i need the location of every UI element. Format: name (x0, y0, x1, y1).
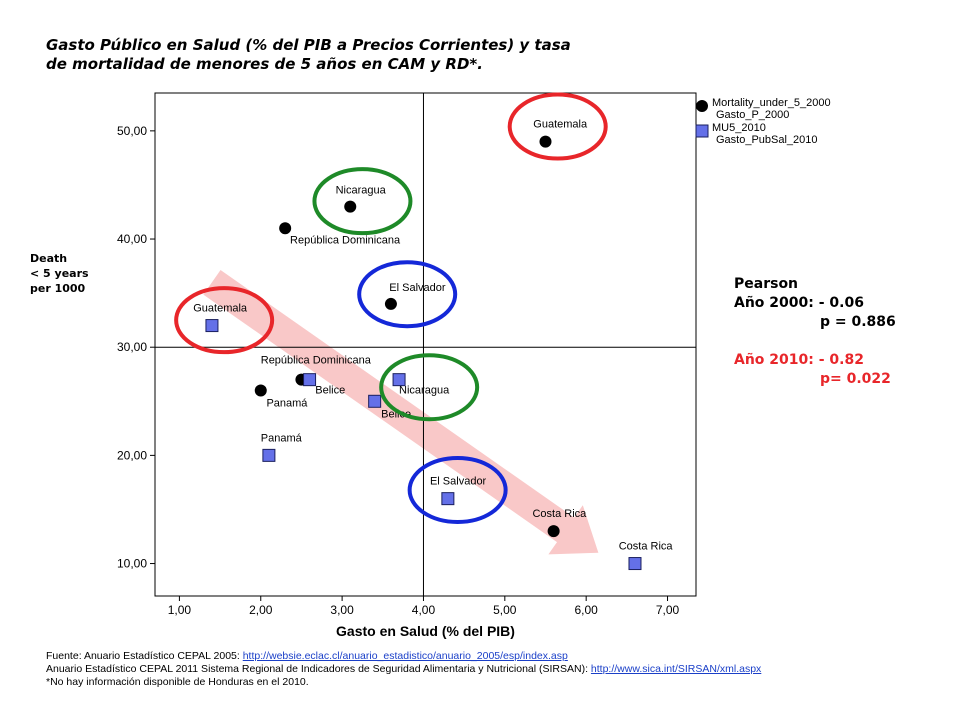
data-point-2000 (539, 135, 552, 148)
plot-frame (154, 92, 697, 597)
pearson-box: Pearson Año 2000: - 0.06 p = 0.886 Año 2… (734, 275, 944, 389)
y-axis-label-line-2: < 5 years (30, 267, 89, 280)
x-tick-label: 5,00 (493, 603, 517, 617)
data-point-2010 (392, 373, 406, 387)
point-label: Guatemala (533, 119, 588, 131)
x-axis-label: Gasto en Salud (% del PIB) (336, 623, 515, 639)
point-label: Panamá (266, 398, 308, 410)
y-tick-label: 30,00 (117, 340, 147, 354)
point-label: El Salvador (389, 282, 446, 294)
annotation-circle-blue (357, 260, 458, 329)
source-link-sirsan[interactable]: http://www.sica.int/SIRSAN/xml.aspx (590, 663, 762, 675)
point-label: Costa Rica (532, 508, 587, 520)
source-notes: Fuente: Anuario Estadístico CEPAL 2005: … (46, 650, 946, 689)
data-point-2010 (628, 557, 642, 571)
pearson-spacer (734, 332, 944, 351)
point-label: Panamá (261, 432, 303, 444)
pearson-heading: Pearson (734, 276, 799, 292)
x-tick-label: 2,00 (249, 603, 273, 617)
pearson-2000: Año 2000: - 0.06 (734, 295, 864, 311)
point-label: República Dominicana (261, 354, 372, 366)
x-tick-label: 1,00 (168, 603, 192, 617)
data-point-2010 (368, 394, 382, 408)
data-point-2000 (254, 384, 267, 397)
pearson-p-2000: p = 0.886 (820, 314, 896, 330)
data-point-2000 (344, 200, 357, 213)
legend-marker-circle (696, 100, 708, 112)
legend-entry: MU5_2010 (712, 122, 766, 134)
legend-marker-square (695, 124, 709, 138)
legend-entry: Mortality_under_5_2000 (712, 97, 831, 109)
data-point-2010 (441, 492, 455, 506)
point-label: Belice (315, 385, 345, 397)
source-label: Fuente (46, 650, 79, 662)
point-label: Guatemala (193, 303, 248, 315)
annotation-circle-blue (407, 455, 508, 524)
source-text-2: Anuario Estadístico CEPAL 2011 Sistema R… (46, 663, 591, 675)
source-line-3: *No hay información disponible de Hondur… (46, 676, 309, 688)
chart-title-line-1: Gasto Público en Salud (% del PIB a Prec… (46, 36, 571, 54)
annotation-circle-red (174, 286, 275, 355)
legend-entry-sub: Gasto_PubSal_2010 (716, 134, 818, 146)
x-tick-label: 6,00 (574, 603, 598, 617)
data-point-2000 (547, 525, 560, 538)
data-point-2000 (384, 297, 397, 310)
annotation-circle-green (312, 167, 413, 236)
point-label: Nicaragua (399, 385, 450, 397)
annotation-circle-green (379, 353, 480, 422)
point-label: Nicaragua (336, 185, 387, 197)
x-tick-label: 4,00 (412, 603, 436, 617)
pearson-2010: Año 2010: - 0.82 (734, 352, 864, 368)
y-tick-label: 10,00 (117, 557, 147, 571)
x-tick-label: 7,00 (656, 603, 680, 617)
y-axis-label-line-1: Death (30, 252, 68, 265)
chart-title: Gasto Público en Salud (% del PIB a Prec… (46, 36, 686, 74)
data-point-2010 (303, 373, 317, 387)
source-line-2: Anuario Estadístico CEPAL 2011 Sistema R… (46, 663, 946, 676)
x-tick-label: 3,00 (330, 603, 354, 617)
y-axis-label: Death < 5 years per 1000 (30, 251, 89, 296)
y-tick-label: 40,00 (117, 232, 147, 246)
point-label: República Dominicana (290, 234, 401, 246)
point-label: Costa Rica (619, 540, 674, 552)
data-point-2010 (262, 448, 276, 462)
source-link-cepal-2005[interactable]: http://websie.eclac.cl/anuario_estadisti… (242, 650, 568, 662)
chart-title-line-2: de mortalidad de menores de 5 años en CA… (46, 55, 483, 73)
data-point-2010 (205, 319, 219, 333)
pearson-p-2010: p= 0.022 (820, 371, 891, 387)
point-label: Belice (381, 409, 411, 421)
y-axis-label-line-3: per 1000 (30, 282, 86, 295)
y-tick-label: 50,00 (117, 124, 147, 138)
annotation-circle-red (507, 92, 608, 161)
legend-entry-sub: Gasto_P_2000 (716, 109, 789, 121)
data-point-2000 (279, 222, 292, 235)
source-line-1: Fuente: Anuario Estadístico CEPAL 2005: … (46, 650, 946, 663)
source-text-1: : Anuario Estadístico CEPAL 2005: (78, 650, 243, 662)
point-label: El Salvador (430, 476, 487, 488)
y-tick-label: 20,00 (117, 448, 147, 462)
